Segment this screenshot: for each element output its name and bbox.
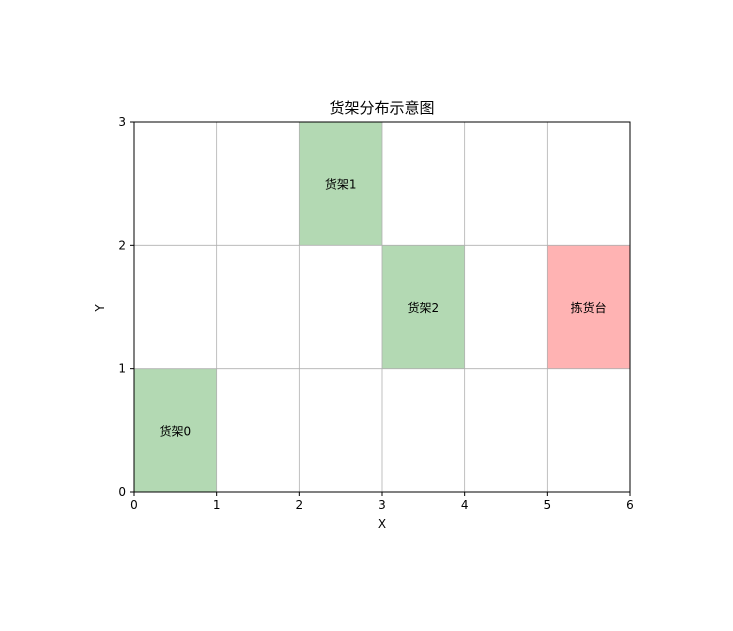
ticks-layer: 0 1 2 3 4 5 6 0 1 2 3 (118, 115, 633, 512)
x-axis-label: X (378, 517, 386, 531)
x-tick-label-0: 0 (130, 498, 138, 512)
cell-label-3: 拣货台 (571, 300, 607, 315)
y-tick-label-3: 3 (118, 115, 126, 129)
x-tick-label-2: 2 (296, 498, 304, 512)
chart-title: 货架分布示意图 (329, 99, 434, 117)
labels-layer: 货架0 货架1 货架2 拣货台 (160, 177, 607, 439)
cells-layer (134, 122, 630, 492)
cell-label-2: 货架2 (408, 300, 440, 315)
cell-label-0: 货架0 (160, 423, 192, 438)
x-tick-label-4: 4 (461, 498, 469, 512)
cell-3 (547, 245, 630, 369)
x-tick-label-5: 5 (544, 498, 552, 512)
y-tick-label-1: 1 (118, 362, 126, 376)
y-tick-label-0: 0 (118, 485, 126, 499)
cell-2 (382, 245, 465, 369)
cell-1 (299, 122, 382, 246)
cell-0 (134, 368, 217, 492)
x-tick-label-3: 3 (378, 498, 386, 512)
x-tick-label-6: 6 (626, 498, 634, 512)
x-tick-label-1: 1 (213, 498, 221, 512)
cell-label-1: 货架1 (325, 177, 357, 192)
y-tick-label-2: 2 (118, 238, 126, 252)
y-axis-label: Y (93, 304, 107, 313)
